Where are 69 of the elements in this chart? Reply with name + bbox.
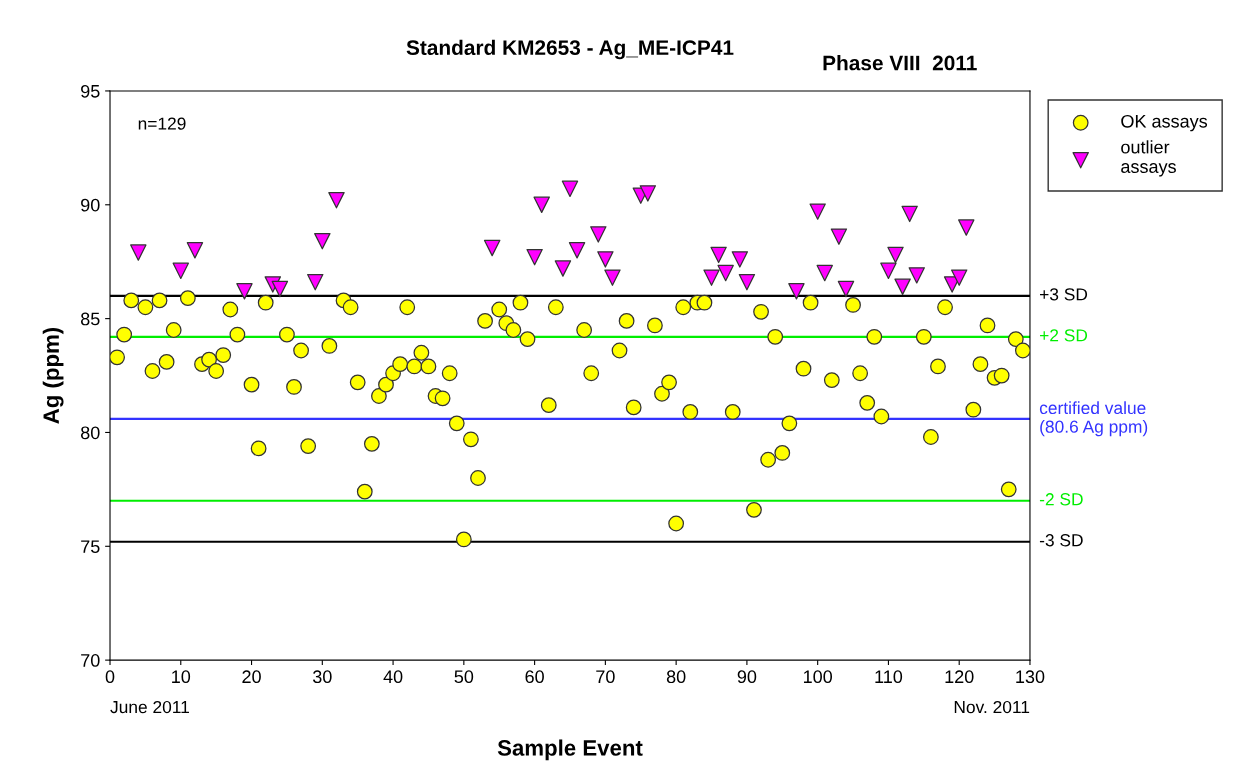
x-tick-label: 100 (803, 670, 833, 684)
point (172, 262, 190, 280)
point (554, 260, 572, 277)
point (950, 269, 968, 286)
point (830, 228, 848, 245)
point (731, 251, 749, 268)
point (483, 239, 501, 257)
x-tick-label: 90 (737, 670, 757, 684)
point (837, 280, 855, 298)
x-tick-label: 80 (666, 670, 686, 684)
point (236, 283, 253, 300)
point (271, 280, 289, 298)
point (809, 203, 826, 220)
legend-label: outlier assays (1121, 140, 1176, 177)
y-tick-label: 95 (81, 84, 100, 98)
x-axis-title: Sample Event (497, 739, 643, 761)
point (816, 264, 833, 282)
point (901, 205, 918, 223)
point (639, 185, 657, 202)
point (717, 264, 734, 282)
point (526, 248, 543, 266)
x-tick-label: 110 (875, 670, 903, 684)
point (958, 219, 975, 236)
point (880, 262, 897, 280)
point (710, 246, 727, 264)
x-tick-label: 10 (172, 670, 191, 684)
point (703, 269, 720, 286)
x-tick-label: 40 (383, 670, 403, 684)
point (788, 283, 805, 300)
chart-subtitle: Phase VIII 2011 (823, 55, 977, 71)
x-tick-label: 130 (1016, 670, 1045, 684)
x-tick-label: 20 (242, 670, 261, 684)
legend-label: OK assays (1121, 114, 1208, 132)
ref-line-label: -3 SD (1039, 534, 1083, 547)
annotation: n=129 (138, 117, 186, 130)
x-tick-label: 30 (312, 670, 332, 684)
text: June 2011 (110, 700, 189, 714)
point (604, 269, 621, 286)
y-tick-label: 85 (80, 312, 100, 326)
point (597, 251, 614, 268)
x-tick-label: 0 (105, 670, 115, 684)
x-tick-label: 50 (454, 670, 474, 684)
ref-line-label: certified value (80.6 Ag ppm) (1039, 401, 1148, 437)
point (561, 180, 579, 198)
point (186, 242, 204, 259)
text: Nov. 2011 (954, 700, 1030, 714)
y-tick-label: 90 (81, 198, 100, 212)
point (314, 232, 331, 250)
y-axis-title: Ag (ppm) (42, 327, 64, 424)
point (328, 191, 345, 209)
x-tick-label: 70 (596, 670, 615, 684)
point (130, 244, 147, 261)
point (590, 226, 607, 243)
y-tick-label: 75 (81, 540, 100, 554)
point (894, 278, 911, 295)
ref-line-label: +2 SD (1040, 329, 1088, 342)
y-tick-label: 80 (80, 426, 100, 440)
x-tick-label: 120 (945, 670, 974, 684)
point (568, 242, 586, 259)
y-tick-label: 70 (81, 654, 100, 667)
chart-title: Standard KM2653 - Ag_ME-ICP41 (406, 39, 734, 60)
point (738, 273, 756, 291)
x-tick-label: 60 (525, 670, 544, 684)
ref-line-label: -2 SD (1039, 493, 1083, 506)
point (533, 196, 550, 214)
point (307, 273, 324, 291)
point (908, 267, 925, 284)
point (887, 246, 904, 264)
ref-line-label: +3 SD (1040, 288, 1088, 301)
